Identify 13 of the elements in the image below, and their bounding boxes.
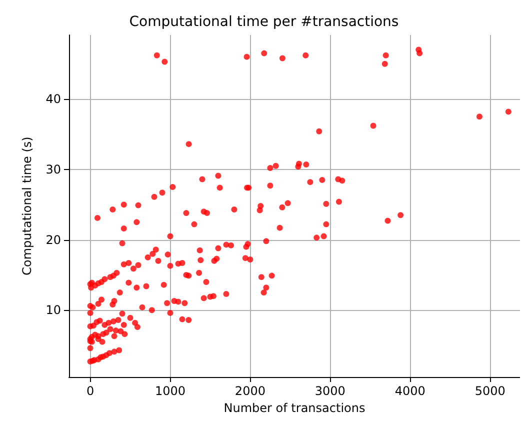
y-tick-label: 20 bbox=[46, 232, 61, 247]
x-tick-label: 5000 bbox=[474, 384, 506, 398]
x-tick-label: 2000 bbox=[234, 384, 266, 398]
y-tick-label: 30 bbox=[46, 162, 61, 176]
x-tick-label: 4000 bbox=[394, 384, 426, 398]
y-tick-label: 10 bbox=[46, 303, 61, 318]
y-axis-title: Computational time (s) bbox=[20, 136, 34, 276]
x-tick-label: 3000 bbox=[314, 384, 346, 398]
x-tick-label: 0 bbox=[86, 384, 94, 398]
chart-title: Computational time per #transactions bbox=[129, 14, 399, 30]
x-axis-title: Number of transactions bbox=[224, 400, 366, 415]
x-tick-label: 1000 bbox=[154, 384, 186, 398]
y-tick-label: 40 bbox=[46, 92, 61, 106]
